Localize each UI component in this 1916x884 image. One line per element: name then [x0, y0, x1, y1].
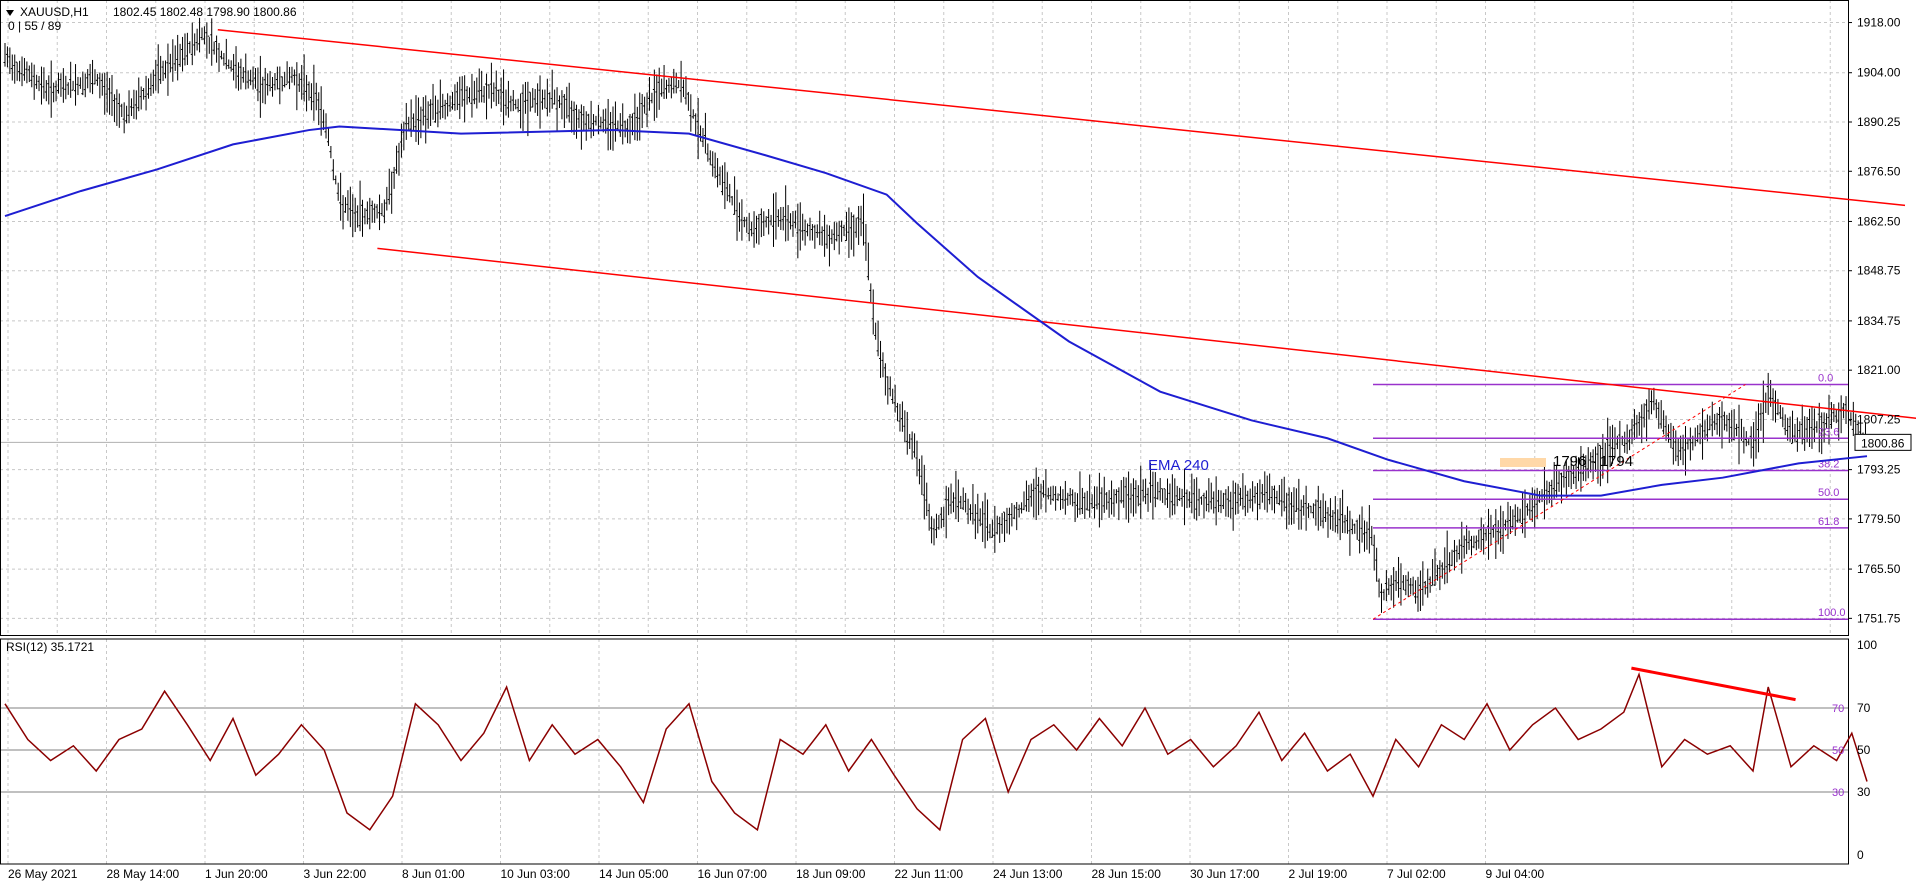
price-bars: [3, 17, 1866, 613]
time-tick-label: 2 Jul 19:00: [1289, 867, 1348, 881]
fib-level-label: 50.0: [1818, 487, 1839, 499]
price-tick-label: 1904.00: [1857, 66, 1901, 80]
time-tick-label: 1 Jun 20:00: [205, 867, 268, 881]
rsi-tick-label: 0: [1857, 848, 1864, 862]
price-axis[interactable]: 1918.00 1904.00 1890.25 1876.50 1862.50 1848.…: [1848, 16, 1901, 626]
time-tick-label: 14 Jun 05:00: [599, 867, 669, 881]
time-tick-label: 16 Jun 07:00: [698, 867, 768, 881]
price-tick-label: 1834.75: [1857, 314, 1901, 328]
rsi-tick-label: 50: [1857, 743, 1871, 757]
rsi-axis[interactable]: 100 70 70 50 50 30 30 0: [1832, 638, 1877, 862]
price-tick-label: 1821.00: [1857, 363, 1901, 377]
fib-anchor-line: [1372, 384, 1746, 620]
ema-240-path: [4, 125, 1868, 497]
time-axis[interactable]: 26 May 2021 28 May 14:00 1 Jun 20:00 3 Jun …: [8, 867, 1545, 881]
time-tick-label: 28 Jun 15:00: [1092, 867, 1162, 881]
ema-label: EMA 240: [1148, 457, 1209, 474]
current-price-marker: 1800.86: [1854, 433, 1912, 451]
rsi-header: RSI(12) 35.1721: [6, 640, 94, 654]
support-zone: [1500, 458, 1546, 467]
rsi-tick-label: 100: [1857, 638, 1877, 652]
price-grid: [0, 0, 1848, 635]
symbol-label: XAUUSD,H1: [20, 5, 89, 19]
chart-header: XAUUSD,H1 1802.45 1802.48 1798.90 1800.8…: [6, 5, 297, 33]
rsi-grid: [0, 639, 1848, 864]
collapse-triangle-icon[interactable]: [6, 10, 14, 16]
price-tick-label: 1876.50: [1857, 164, 1901, 178]
price-tick-label: 1848.75: [1857, 264, 1901, 278]
rsi-level-label: 50: [1832, 745, 1844, 757]
time-tick-label: 9 Jul 04:00: [1486, 867, 1545, 881]
time-tick-label: 18 Jun 09:00: [796, 867, 866, 881]
rsi-divergence-line[interactable]: [1631, 666, 1796, 702]
price-tick-label: 1765.50: [1857, 562, 1901, 576]
time-tick-label: 24 Jun 13:00: [993, 867, 1063, 881]
price-tick-label: 1779.50: [1857, 512, 1901, 526]
current-price-label: 1800.86: [1861, 436, 1905, 450]
rsi-level-label: 70: [1832, 703, 1844, 715]
ema-240-line: [4, 125, 1868, 497]
rsi-tick-label: 30: [1857, 785, 1871, 799]
price-tick-label: 1751.75: [1857, 611, 1901, 625]
price-tick-label: 1793.25: [1857, 463, 1901, 477]
rsi-level-label: 30: [1832, 787, 1844, 799]
price-tick-label: 1918.00: [1857, 16, 1901, 30]
price-tick-label: 1807.25: [1857, 412, 1901, 426]
rsi-path: [4, 671, 1868, 832]
fib-level-label: 0.0: [1818, 373, 1833, 385]
time-tick-label: 28 May 14:00: [107, 867, 180, 881]
time-tick-label: 22 Jun 11:00: [895, 867, 964, 881]
support-zone-label: 1796 - 1794: [1553, 453, 1633, 470]
rsi-line: [4, 666, 1868, 832]
pane-frames: [0, 0, 1849, 865]
time-tick-label: 10 Jun 03:00: [501, 867, 571, 881]
time-tick-label: 3 Jun 22:00: [304, 867, 367, 881]
time-tick-label: 26 May 2021: [8, 867, 78, 881]
fib-level-label: 23.6: [1818, 426, 1839, 438]
trendlines[interactable]: [217, 28, 1916, 435]
time-tick-label: 8 Jun 01:00: [402, 867, 465, 881]
trendline[interactable]: [217, 28, 1906, 207]
fib-level-label: 100.0: [1818, 607, 1846, 619]
rsi-tick-label: 70: [1857, 701, 1871, 715]
ohlc-values: 1802.45 1802.48 1798.90 1800.86: [113, 5, 297, 19]
trendline[interactable]: [377, 247, 1916, 434]
price-tick-label: 1890.25: [1857, 115, 1901, 129]
time-tick-label: 7 Jul 02:00: [1387, 867, 1446, 881]
price-tick-label: 1862.50: [1857, 214, 1901, 228]
time-tick-label: 30 Jun 17:00: [1190, 867, 1260, 881]
indicator-info: 0 | 55 / 89: [8, 19, 61, 33]
fib-level-label: 61.8: [1818, 516, 1839, 528]
